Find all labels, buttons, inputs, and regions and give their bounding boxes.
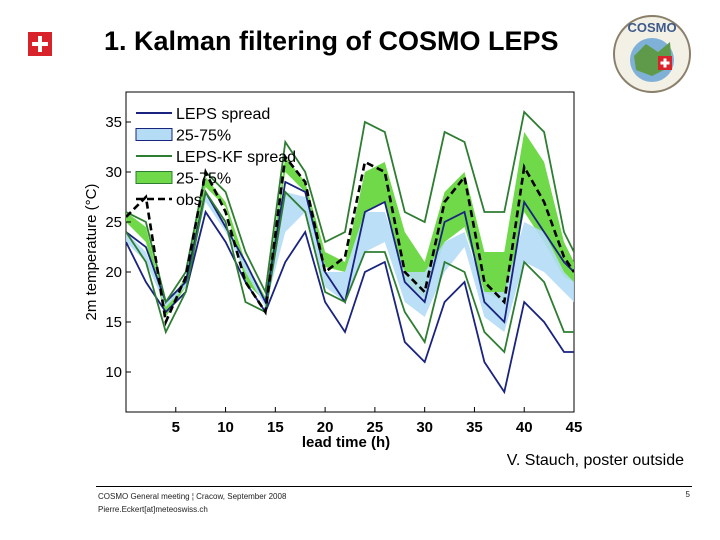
legend-label: LEPS-KF spread bbox=[176, 149, 296, 166]
footer: COSMO General meeting ¦ Cracow, Septembe… bbox=[98, 490, 286, 516]
cosmo-logo-text: COSMO bbox=[627, 20, 676, 35]
slide-title: 1. Kalman filtering of COSMO LEPS bbox=[104, 26, 559, 56]
y-tick-label: 30 bbox=[105, 164, 122, 181]
obs-line bbox=[126, 153, 574, 327]
y-tick-label: 35 bbox=[105, 114, 122, 131]
page-number: 5 bbox=[685, 490, 690, 499]
leps-spread-min-line bbox=[126, 209, 574, 395]
x-tick-label: 10 bbox=[217, 419, 234, 436]
x-tick-label: 15 bbox=[267, 419, 284, 436]
poster-credit: V. Stauch, poster outside bbox=[506, 452, 684, 469]
swiss-cross-logo bbox=[28, 32, 52, 56]
legend-label: 25-75% bbox=[176, 171, 231, 188]
footer-meeting: COSMO General meeting ¦ Cracow, Septembe… bbox=[98, 492, 287, 501]
y-tick-label: 20 bbox=[105, 264, 122, 281]
x-tick-label: 45 bbox=[566, 419, 583, 436]
legend-swatch-band bbox=[135, 128, 173, 141]
x-tick-label: 40 bbox=[516, 419, 533, 436]
footer-contact: Pierre.Eckert[at]meteoswiss.ch bbox=[98, 505, 208, 514]
x-tick-label: 30 bbox=[416, 419, 433, 436]
y-tick-label: 10 bbox=[105, 364, 122, 381]
x-axis-label: lead time (h) bbox=[302, 434, 390, 451]
kf-spread-min-line bbox=[126, 189, 574, 354]
x-tick-label: 25 bbox=[367, 419, 384, 436]
kf-spread-max-line bbox=[126, 110, 574, 305]
y-tick-label: 15 bbox=[105, 314, 122, 331]
cosmo-logo: COSMO bbox=[613, 15, 691, 93]
kf-iqr-band bbox=[126, 132, 574, 317]
leps-iqr-band bbox=[126, 192, 574, 332]
x-tick-label: 20 bbox=[317, 419, 334, 436]
x-tick-label: 35 bbox=[466, 419, 483, 436]
legend-label: LEPS spread bbox=[176, 106, 270, 123]
x-tick-label: 5 bbox=[172, 419, 180, 436]
footer-divider bbox=[96, 486, 692, 487]
y-axis-label: 2m temperature (°C) bbox=[83, 184, 100, 321]
legend-label: 25-75% bbox=[176, 128, 231, 145]
legend-swatch-band bbox=[135, 171, 173, 184]
legend-label: obs bbox=[176, 192, 202, 209]
y-tick-label: 25 bbox=[105, 214, 122, 231]
